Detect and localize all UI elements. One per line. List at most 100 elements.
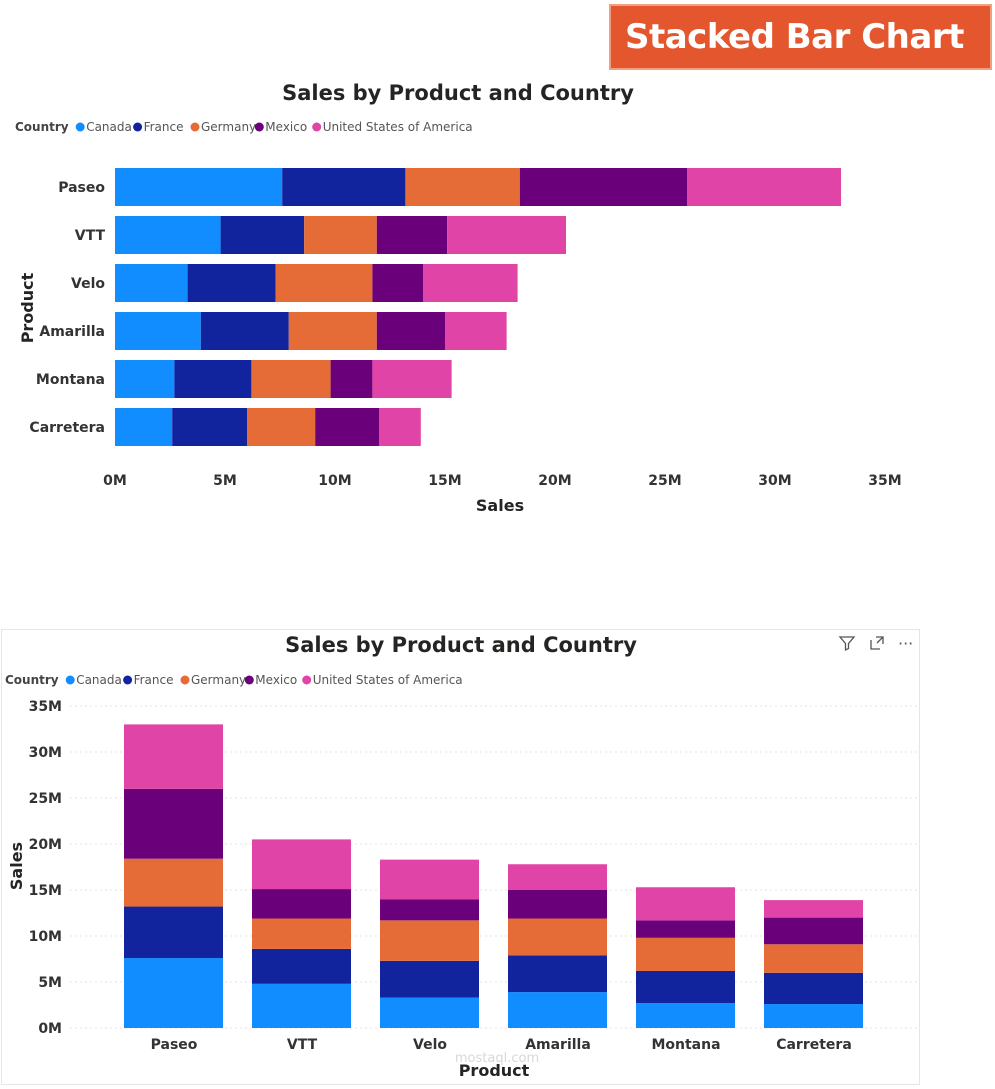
y-tick-label: 10M (29, 929, 62, 945)
bar-segment (372, 264, 423, 302)
y-tick-label: 35M (29, 699, 62, 715)
y-tick-label: 15M (29, 883, 62, 899)
legend-marker (312, 122, 322, 132)
bar-segment (405, 168, 520, 206)
x-tick-label: 15M (428, 473, 461, 489)
bar-segment (124, 906, 223, 959)
y-tick-label: Carretera (29, 420, 105, 436)
bar-segment (636, 920, 735, 938)
y-tick-label: 5M (38, 975, 62, 991)
legend-marker (254, 122, 264, 132)
focus-mode-icon[interactable] (868, 634, 886, 656)
x-tick-label: Montana (651, 1037, 720, 1053)
bar-segment (124, 788, 223, 859)
bar-segment (508, 955, 607, 993)
bar-segment (636, 887, 735, 921)
x-tick-label: Paseo (151, 1037, 198, 1053)
bar-segment (252, 918, 351, 949)
legend-marker (180, 675, 190, 685)
x-tick-label: 25M (648, 473, 681, 489)
bar-segment (508, 864, 607, 890)
bar-segment (252, 948, 351, 984)
y-tick-label: 20M (29, 837, 62, 853)
bar-segment (172, 408, 247, 446)
horizontal-stacked-bar-chart: Sales by Product and Country Country Canad… (15, 81, 902, 515)
bar-segment (304, 216, 377, 254)
legend-item: France (144, 120, 184, 134)
bar-segment (380, 920, 479, 961)
bar-segment (247, 408, 316, 446)
bar-segment (519, 168, 687, 206)
x-tick-label: 5M (213, 473, 237, 489)
bar-segment (380, 960, 479, 998)
legend-marker (75, 122, 85, 132)
bar-segment (115, 408, 173, 446)
y-tick-label: Paseo (58, 180, 105, 196)
y-tick-label: Amarilla (39, 324, 105, 340)
bar-segment (376, 216, 448, 254)
bar-segment (275, 264, 373, 302)
chart-title: Sales by Product and Country (282, 81, 634, 105)
legend-marker (133, 122, 143, 132)
watermark: mostaql.com (455, 1051, 539, 1066)
legend-item: Germany (201, 120, 256, 134)
x-tick-label: 30M (758, 473, 791, 489)
legend-item: Germany (191, 673, 246, 687)
bar-segment (447, 216, 566, 254)
legend-item: Mexico (255, 673, 297, 687)
chart-title: Sales by Product and Country (285, 633, 637, 657)
bar-segment (251, 360, 331, 398)
bar-segment (288, 312, 377, 350)
x-tick-label: Amarilla (525, 1037, 591, 1053)
legend-marker (244, 675, 254, 685)
bar-segment (380, 899, 479, 921)
banner-title: Stacked Bar Chart (609, 4, 992, 70)
bar-segment (200, 312, 289, 350)
bar-segment (220, 216, 305, 254)
y-tick-label: Montana (36, 372, 105, 388)
bar-segment (252, 983, 351, 1028)
legend-marker (65, 675, 75, 685)
bar-segment (372, 360, 452, 398)
bar-segment (330, 360, 373, 398)
bar-segment (508, 918, 607, 956)
x-tick-label: 10M (318, 473, 351, 489)
legend-marker (123, 675, 133, 685)
bar-segment (115, 360, 175, 398)
legend-title: Country (5, 673, 59, 687)
x-axis-title: Sales (476, 496, 524, 515)
bar-segment (115, 168, 283, 206)
filter-icon[interactable] (838, 634, 856, 656)
more-options-icon[interactable]: ··· (898, 634, 914, 653)
x-tick-label: Velo (413, 1037, 447, 1053)
x-tick-label: 35M (868, 473, 901, 489)
y-axis-title: Sales (7, 842, 26, 890)
y-tick-label: 25M (29, 791, 62, 807)
x-tick-label: Carretera (776, 1037, 852, 1053)
legend-item: Canada (76, 673, 122, 687)
y-tick-label: VTT (75, 228, 106, 244)
y-axis-title: Product (18, 272, 37, 343)
bar-segment (174, 360, 252, 398)
bar-segment (124, 724, 223, 789)
bar-segment (764, 944, 863, 973)
bar-segment (636, 970, 735, 1004)
y-tick-label: 30M (29, 745, 62, 761)
y-tick-label: 0M (38, 1021, 62, 1037)
x-tick-label: 20M (538, 473, 571, 489)
bar-segment (124, 858, 223, 907)
bar-segment (282, 168, 406, 206)
bar-segment (508, 992, 607, 1028)
visual-toolbar: ··· (838, 634, 913, 656)
bar-segment (687, 168, 841, 206)
bar-segment (252, 839, 351, 890)
x-tick-label: 0M (103, 473, 127, 489)
x-tick-label: VTT (287, 1037, 318, 1053)
bar-segment (636, 1003, 735, 1028)
legend-item: France (134, 673, 174, 687)
legend-item: Mexico (265, 120, 307, 134)
bar-segment (636, 937, 735, 971)
bar-segment (115, 216, 221, 254)
legend-item: United States of America (313, 673, 463, 687)
